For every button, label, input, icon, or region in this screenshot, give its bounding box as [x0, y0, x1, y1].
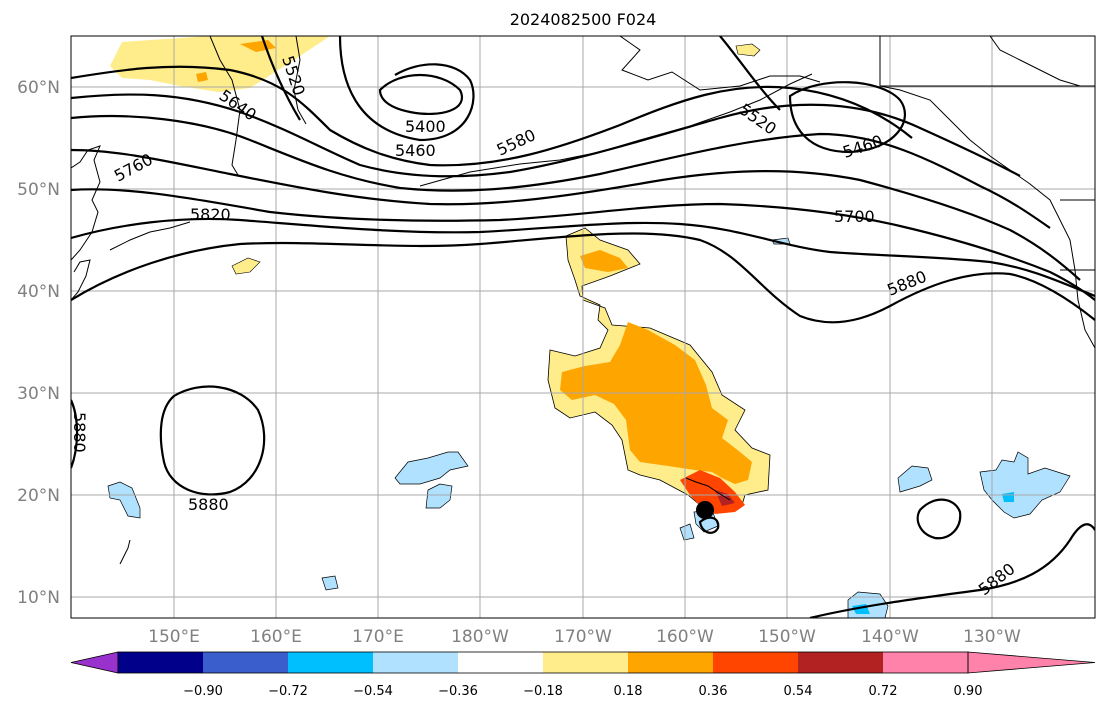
- contour-label: 5880: [70, 412, 89, 453]
- colorbar-right-extension: [967, 651, 1096, 674]
- contour-label: 5880: [975, 559, 1019, 599]
- longitude-labels: 150°E 160°E 170°E 180°W 170°W 160°W 150°…: [148, 627, 1021, 647]
- lat-tick: 60°N: [17, 78, 60, 98]
- lon-tick: 170°W: [554, 627, 612, 647]
- colorbar-segment: [883, 652, 968, 673]
- colorbar-tick: 0.72: [869, 684, 898, 699]
- contour-label: 5880: [188, 495, 229, 514]
- coastlines: [71, 36, 1095, 565]
- height-contours: [71, 36, 1095, 618]
- colorbar-segment: [543, 652, 628, 673]
- latitude-labels: 60°N 50°N 40°N 30°N 20°N 10°N: [17, 78, 60, 608]
- colorbar-segment: [373, 652, 458, 673]
- colorbar-tick: −0.36: [438, 684, 478, 699]
- lon-tick: 180°W: [451, 627, 509, 647]
- graticule: [71, 36, 1095, 618]
- lat-tick: 50°N: [17, 180, 60, 200]
- negative-anomaly-shading: [107, 237, 1071, 618]
- colorbar-segment: [713, 652, 798, 673]
- colorbar-segment: [798, 652, 883, 673]
- contour-label: 5400: [405, 117, 446, 136]
- lon-tick: 150°E: [148, 627, 200, 647]
- lon-tick: 160°E: [250, 627, 302, 647]
- colorbar-left-extension: [70, 651, 119, 674]
- colorbar-tick: 0.18: [614, 684, 643, 699]
- contour-label: 5520: [278, 53, 309, 98]
- lon-tick: 140°W: [861, 627, 919, 647]
- colorbar-segment: [203, 652, 288, 673]
- contour-label: 5820: [190, 205, 231, 224]
- colorbar-segment: [458, 652, 543, 673]
- colorbar-tick: −0.18: [523, 684, 563, 699]
- contour-label: 5460: [395, 141, 436, 160]
- hawaii-marker: [696, 501, 714, 519]
- lat-tick: 10°N: [17, 588, 60, 608]
- lat-tick: 40°N: [17, 282, 60, 302]
- lon-tick: 150°W: [758, 627, 816, 647]
- lat-tick: 30°N: [17, 384, 60, 404]
- lon-tick: 170°E: [352, 627, 404, 647]
- colorbar-segment: [118, 652, 203, 673]
- map-frame: [70, 35, 1096, 619]
- colorbar-tick: 0.54: [784, 684, 813, 699]
- colorbar-tick: 0.90: [954, 684, 983, 699]
- colorbar-tick: −0.72: [268, 684, 308, 699]
- lat-tick: 20°N: [17, 486, 60, 506]
- lon-tick: 160°W: [656, 627, 714, 647]
- contour-label: 5880: [884, 267, 929, 300]
- colorbar-tick: 0.36: [699, 684, 728, 699]
- positive-anomaly-shading: [110, 36, 771, 514]
- contour-labels: 5520 5640 5400 5460 5580 5520 5460 5760 …: [70, 53, 1019, 599]
- colorbar-tick: −0.90: [183, 684, 223, 699]
- colorbar-segment: [628, 652, 713, 673]
- map-title: 2024082500 F024: [510, 10, 657, 29]
- colorbar-tick: −0.54: [353, 684, 393, 699]
- lon-tick: 130°W: [963, 627, 1021, 647]
- colorbar-segment: [288, 652, 373, 673]
- contour-label: 5520: [736, 100, 780, 139]
- colorbar: −0.90 −0.72 −0.54 −0.36 −0.18 0.18 0.36 …: [70, 651, 1096, 699]
- contour-label: 5700: [834, 207, 875, 226]
- contour-label: 5640: [216, 86, 260, 125]
